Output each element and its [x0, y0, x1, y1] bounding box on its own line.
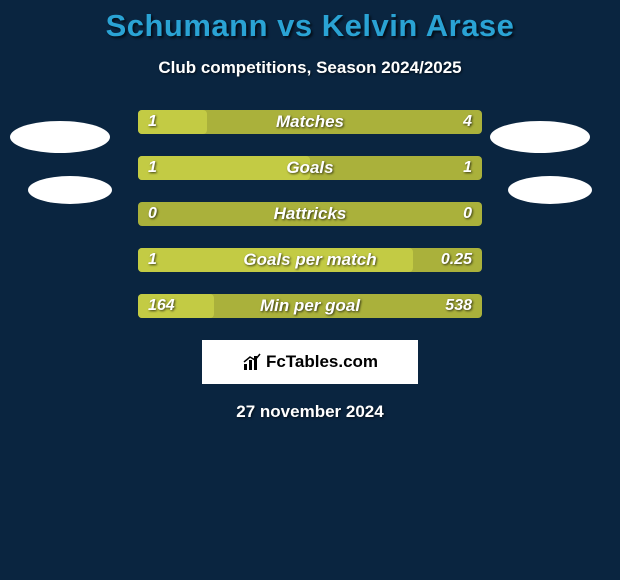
- stat-row: 10.25Goals per match: [138, 248, 482, 272]
- player-avatar: [508, 176, 592, 204]
- chart-icon: [242, 352, 262, 372]
- source-logo: FcTables.com: [202, 340, 418, 384]
- stat-label: Hattricks: [138, 202, 482, 226]
- player-avatar: [28, 176, 112, 204]
- player-avatar: [10, 121, 110, 153]
- stat-label: Min per goal: [138, 294, 482, 318]
- stat-label: Matches: [138, 110, 482, 134]
- subtitle: Club competitions, Season 2024/2025: [0, 58, 620, 78]
- logo-text: FcTables.com: [266, 352, 378, 372]
- stat-row: 164538Min per goal: [138, 294, 482, 318]
- player-avatar: [490, 121, 590, 153]
- snapshot-date: 27 november 2024: [0, 402, 620, 422]
- comparison-panel: Schumann vs Kelvin Arase Club competitio…: [0, 0, 620, 422]
- stat-row: 14Matches: [138, 110, 482, 134]
- stat-row: 11Goals: [138, 156, 482, 180]
- stat-label: Goals: [138, 156, 482, 180]
- stat-row: 00Hattricks: [138, 202, 482, 226]
- stat-label: Goals per match: [138, 248, 482, 272]
- page-title: Schumann vs Kelvin Arase: [0, 8, 620, 44]
